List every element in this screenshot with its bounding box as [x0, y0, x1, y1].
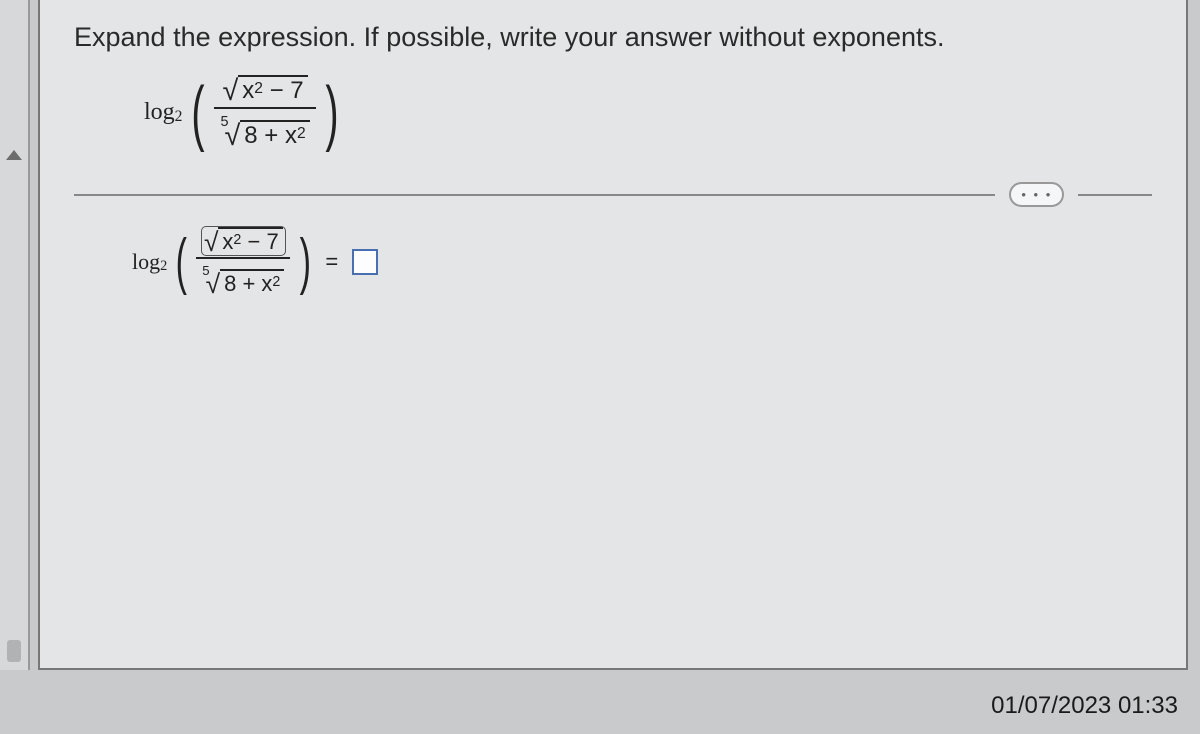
numerator-sqrt: √ x2 − 7 [222, 75, 307, 105]
radical-icon: √ [204, 229, 218, 255]
log-label: log [144, 99, 175, 126]
log-label: log [132, 249, 160, 275]
question-prompt: Expand the expression. If possible, writ… [74, 22, 1152, 53]
num-tail: − 7 [248, 229, 279, 255]
num-exp: 2 [254, 80, 263, 98]
fraction: √ x2 − 7 5 √ 8 + x2 [196, 227, 291, 297]
numerator-sqrt-highlighted[interactable]: √ x2 − 7 [202, 227, 285, 255]
scroll-thumb[interactable] [7, 640, 21, 662]
num-exp: 2 [233, 232, 241, 248]
den-exp: 2 [297, 125, 306, 143]
fraction: √ x2 − 7 5 √ 8 + x2 [214, 75, 315, 150]
answer-input[interactable] [352, 249, 378, 275]
den-exp: 2 [272, 274, 280, 290]
num-tail: − 7 [270, 77, 304, 105]
denominator-root: 5 √ 8 + x2 [202, 269, 284, 297]
den-inside: 8 + x [244, 122, 297, 150]
scroll-up-arrow[interactable] [6, 150, 22, 160]
equals-sign: = [325, 249, 338, 275]
denominator-root: 5 √ 8 + x2 [220, 120, 309, 150]
question-panel: Expand the expression. If possible, writ… [38, 0, 1188, 670]
divider-row: • • • [74, 182, 1152, 207]
num-var: x [222, 229, 233, 255]
answer-row: log 2 ( √ x2 − 7 5 √ 8 + x2 [132, 227, 1152, 297]
radical-icon: √ [224, 122, 240, 151]
num-var: x [242, 77, 254, 105]
log-base: 2 [160, 258, 167, 275]
divider-line [74, 194, 995, 196]
more-options-button[interactable]: • • • [1009, 182, 1064, 207]
expression-main: log 2 ( √ x2 − 7 5 √ 8 + x2 [144, 75, 1152, 150]
radical-icon: √ [222, 77, 238, 106]
den-inside: 8 + x [224, 271, 272, 297]
timestamp: 01/07/2023 01:33 [991, 692, 1178, 720]
left-strip [0, 0, 30, 670]
radical-icon: √ [206, 271, 220, 297]
log-base: 2 [175, 108, 183, 126]
divider-line-tail [1078, 194, 1152, 196]
